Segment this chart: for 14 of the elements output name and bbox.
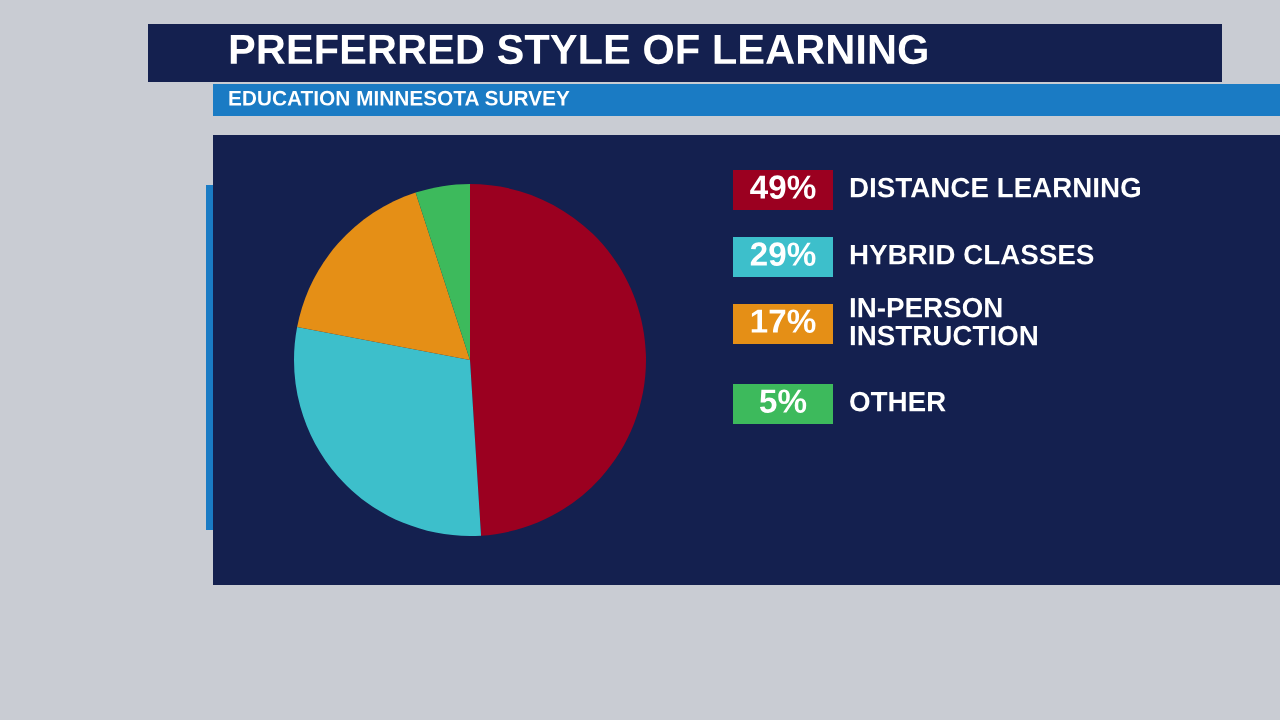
legend-label: DISTANCE LEARNING bbox=[850, 177, 1140, 198]
data-label: 17% bbox=[751, 309, 816, 333]
pie-slice bbox=[415, 184, 470, 360]
pie-slice bbox=[470, 184, 646, 536]
data-label: 49% bbox=[750, 175, 816, 199]
chart-subtitle: EDUCATION MINNESOTA SURVEY bbox=[229, 90, 570, 106]
legend-label: OTHER bbox=[850, 391, 946, 412]
legend-label: HYBRID CLASSES bbox=[850, 244, 1094, 265]
chart-title: PREFERRED STYLE OF LEARNING bbox=[230, 34, 927, 65]
legend-label: IN-PERSON INSTRUCTION bbox=[850, 297, 1037, 346]
data-label: 29% bbox=[750, 242, 816, 266]
pie-slice bbox=[297, 192, 470, 360]
pie-slice bbox=[294, 327, 482, 536]
data-label: 5% bbox=[759, 389, 807, 413]
